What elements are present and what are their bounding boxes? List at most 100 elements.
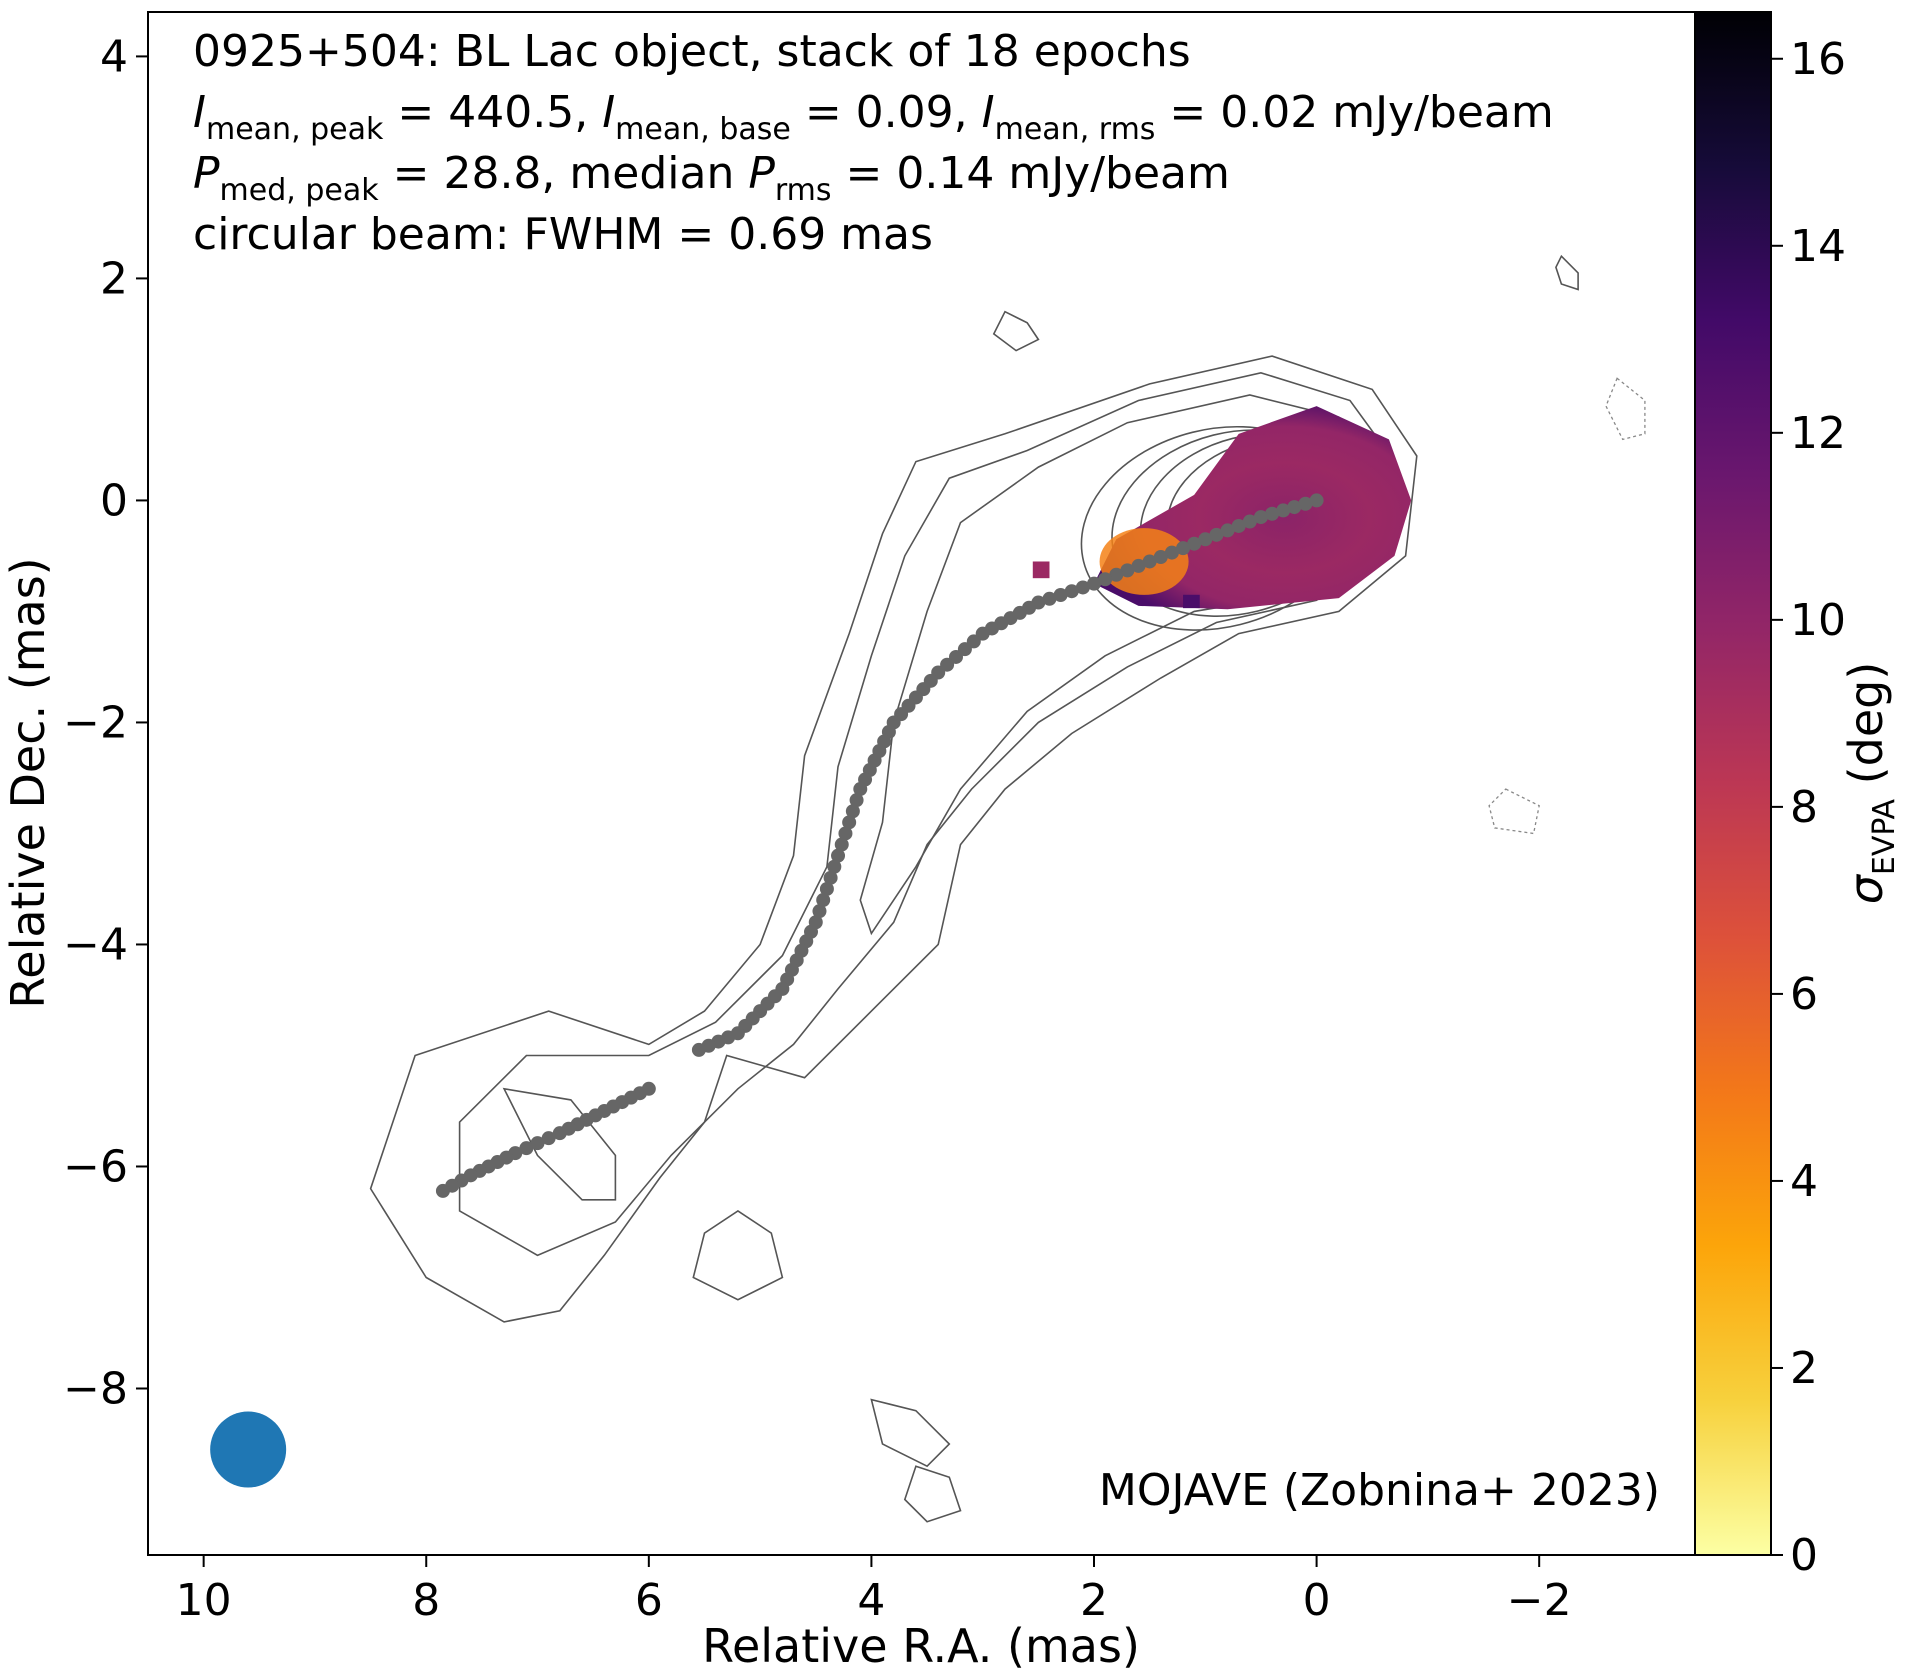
beam-ellipse <box>210 1411 287 1488</box>
colorbar-label-symbol: σ <box>1839 873 1893 904</box>
ridge-point <box>1131 558 1146 573</box>
ridge-point <box>823 870 838 885</box>
ridge-point <box>849 793 864 808</box>
x-tick-label: 2 <box>1080 1575 1108 1626</box>
ridge-point <box>842 815 857 830</box>
annotation-part: = 28.8, median <box>379 148 749 199</box>
ridge-point <box>1220 523 1235 538</box>
x-tick-label: 10 <box>176 1575 232 1626</box>
ridge-point <box>827 859 842 874</box>
ridge-point <box>819 881 834 896</box>
x-tick-label: 0 <box>1303 1575 1331 1626</box>
ridge-point <box>1231 518 1246 533</box>
ridge-point <box>1198 532 1213 547</box>
ridge-point <box>1042 591 1057 606</box>
ridge-point <box>1242 514 1257 529</box>
jet-ridge-line <box>435 493 1324 1198</box>
contour-outline <box>992 310 1040 352</box>
ridge-point <box>1064 584 1079 599</box>
ridge-point <box>1053 588 1068 603</box>
y-tick-label: 4 <box>100 31 128 82</box>
annotation-part: mean, peak <box>206 112 384 147</box>
ridge-point <box>853 782 868 797</box>
y-tick-label: −4 <box>63 919 128 970</box>
ridge-point <box>1287 500 1302 515</box>
ridge-point <box>1176 541 1191 556</box>
colorbar: 0 2 4 6 8 10 12 14 16 σEVPA (deg) <box>1694 11 1902 1581</box>
figure-annotations: 0925+504: BL Lac object, stack of 18 epo… <box>193 26 1554 260</box>
ridge-point <box>1075 580 1090 595</box>
colorbar-label-unit: (deg) <box>1839 662 1893 799</box>
contour-outline <box>1605 377 1646 441</box>
y-tick-label: 0 <box>100 475 128 526</box>
annotation-part: I <box>982 87 995 138</box>
colorbar-ticks: 0 2 4 6 8 10 12 14 16 <box>1771 34 1846 1581</box>
annotation-part: circular beam: FWHM = 0.69 mas <box>193 209 933 260</box>
x-tick-label: 8 <box>412 1575 440 1626</box>
ridge-point <box>1187 536 1202 551</box>
ridge-point <box>1209 527 1224 542</box>
evpa-pixel <box>1183 594 1200 609</box>
annotation-part: rms <box>775 173 832 208</box>
annotation-line: Imean, peak = 440.5, Imean, base = 0.09,… <box>193 87 1554 147</box>
intensity-contours <box>369 254 1646 1523</box>
ridge-point <box>816 893 831 908</box>
evpa-pixel <box>1032 561 1050 579</box>
annotation-part: I <box>193 87 206 138</box>
annotation-part: = 0.09, <box>791 87 982 138</box>
annotation-part: P <box>748 148 775 199</box>
colorbar-tick-label: 8 <box>1790 782 1818 833</box>
annotation-part: = 440.5, <box>383 87 602 138</box>
x-axis: 10 8 6 4 2 0 −2 <box>176 1555 1572 1626</box>
contour-outline <box>859 394 1379 936</box>
annotation-part: I <box>602 87 615 138</box>
annotation-part: mean, rms <box>995 112 1156 147</box>
ridge-point <box>1109 567 1124 582</box>
x-tick-label: 4 <box>857 1575 885 1626</box>
annotation-line: Pmed, peak = 28.8, median Prms = 0.14 mJ… <box>193 148 1230 208</box>
ridge-point <box>845 804 860 819</box>
y-tick-label: 2 <box>100 253 128 304</box>
x-tick-label: 6 <box>635 1575 663 1626</box>
contour-outline <box>1488 788 1540 835</box>
ridge-point <box>552 1126 567 1141</box>
annotation-part: P <box>193 148 220 199</box>
ridge-point <box>691 1042 706 1057</box>
ridge-point <box>1265 506 1280 521</box>
ridge-point <box>1153 550 1168 565</box>
colorbar-tick-label: 16 <box>1790 34 1846 85</box>
ridge-point <box>831 848 846 863</box>
contour-outline <box>458 371 1396 1257</box>
ridge-point <box>1098 572 1113 587</box>
ridge-point <box>541 1131 556 1146</box>
colorbar-label: σEVPA (deg) <box>1839 662 1902 905</box>
colorbar-tick-label: 4 <box>1790 1156 1818 1207</box>
contour-outline <box>870 1398 951 1468</box>
contour-outline <box>903 1465 962 1523</box>
colorbar-tick-label: 14 <box>1790 221 1846 272</box>
x-axis-title: Relative R.A. (mas) <box>702 1619 1140 1673</box>
colorbar-tick-label: 0 <box>1790 1530 1818 1581</box>
ridge-point <box>519 1141 534 1156</box>
ridge-point <box>1253 510 1268 525</box>
annotation-part: 0925+504: BL Lac object, stack of 18 epo… <box>193 26 1191 77</box>
annotation-part: mean, base <box>615 112 791 147</box>
ridge-point <box>1142 554 1157 569</box>
ridge-point <box>1120 563 1135 578</box>
colorbar-tick-label: 12 <box>1790 408 1846 459</box>
colorbar-tick-label: 2 <box>1790 1343 1818 1394</box>
annotation-part: = 0.02 mJy/beam <box>1155 87 1553 138</box>
y-tick-label: −2 <box>63 697 128 748</box>
y-tick-label: −6 <box>63 1141 128 1192</box>
annotation-line: 0925+504: BL Lac object, stack of 18 epo… <box>193 26 1191 77</box>
ridge-point <box>1276 503 1291 518</box>
credit-label: MOJAVE (Zobnina+ 2023) <box>1099 1465 1660 1516</box>
ridge-point <box>1298 496 1313 511</box>
ridge-point <box>1164 545 1179 560</box>
colorbar-tick-label: 6 <box>1790 969 1818 1020</box>
ridge-point <box>812 904 827 919</box>
ridge-point <box>435 1183 450 1198</box>
contour-outline <box>502 1087 617 1201</box>
contour-outline <box>1555 254 1579 291</box>
